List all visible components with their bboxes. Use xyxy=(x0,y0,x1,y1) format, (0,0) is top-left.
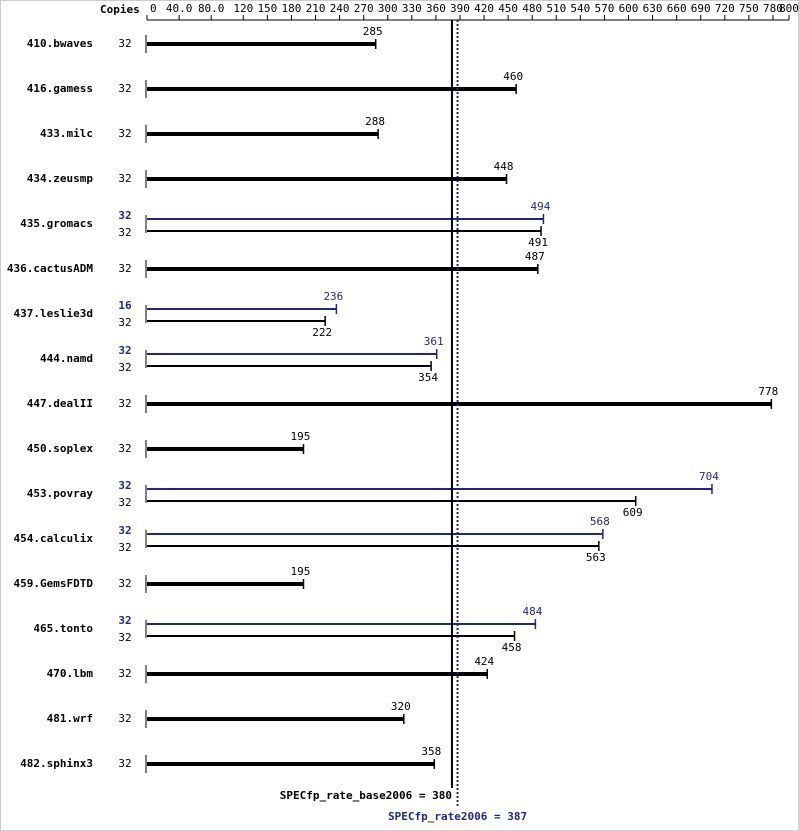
base-copies: 32 xyxy=(118,496,131,509)
x-tick-label: 660 xyxy=(667,2,687,15)
x-tick-label: 690 xyxy=(691,2,711,15)
peak-mean-label: SPECfp_rate2006 = 387 xyxy=(388,810,527,823)
x-tick-label: 630 xyxy=(643,2,663,15)
base-value-label: 320 xyxy=(391,700,411,713)
x-tick-label: 120 xyxy=(233,2,253,15)
benchmark-label: 447.dealII xyxy=(27,397,93,410)
x-tick-label: 420 xyxy=(474,2,494,15)
base-value-label: 285 xyxy=(363,25,383,38)
base-value-label: 778 xyxy=(758,385,778,398)
base-copies: 32 xyxy=(118,667,131,680)
peak-value-label: 568 xyxy=(590,515,610,528)
base-value-label: 563 xyxy=(586,551,606,564)
peak-copies: 32 xyxy=(118,524,131,537)
x-tick-label: 570 xyxy=(594,2,614,15)
benchmark-label: 454.calculix xyxy=(14,532,94,545)
peak-value-label: 494 xyxy=(530,200,550,213)
base-value-label: 222 xyxy=(312,326,332,339)
base-copies: 32 xyxy=(118,397,131,410)
x-tick-label: 750 xyxy=(739,2,759,15)
benchmark-label: 436.cactusADM xyxy=(7,262,93,275)
peak-value-label: 704 xyxy=(699,470,719,483)
base-value-label: 487 xyxy=(525,250,545,263)
benchmark-label: 450.soplex xyxy=(27,442,94,455)
base-value-label: 288 xyxy=(365,115,385,128)
benchmark-label: 481.wrf xyxy=(47,712,93,725)
x-tick-label: 210 xyxy=(306,2,326,15)
benchmark-label: 453.povray xyxy=(27,487,94,500)
x-tick-label: 360 xyxy=(426,2,446,15)
base-copies: 32 xyxy=(118,82,131,95)
base-value-label: 609 xyxy=(623,506,643,519)
x-tick-label: 80.0 xyxy=(198,2,225,15)
x-tick-label: 270 xyxy=(354,2,374,15)
peak-copies: 32 xyxy=(118,344,131,357)
copies-header: Copies xyxy=(100,3,140,16)
base-value-label: 448 xyxy=(494,160,514,173)
x-tick-label: 0 xyxy=(150,2,157,15)
peak-copies: 32 xyxy=(118,479,131,492)
benchmark-label: 437.leslie3d xyxy=(14,307,93,320)
x-tick-label: 600 xyxy=(619,2,639,15)
base-copies: 32 xyxy=(118,127,131,140)
base-copies: 32 xyxy=(118,172,131,185)
base-copies: 32 xyxy=(118,442,131,455)
base-value-label: 491 xyxy=(528,236,548,249)
peak-copies: 32 xyxy=(118,209,131,222)
base-copies: 32 xyxy=(118,37,131,50)
base-value-label: 458 xyxy=(502,641,522,654)
x-tick-label: 390 xyxy=(450,2,470,15)
peak-value-label: 361 xyxy=(424,335,444,348)
x-tick-label: 330 xyxy=(402,2,422,15)
x-tick-label: 180 xyxy=(282,2,302,15)
x-tick-label: 300 xyxy=(378,2,398,15)
base-value-label: 460 xyxy=(503,70,523,83)
benchmark-label: 459.GemsFDTD xyxy=(14,577,94,590)
benchmark-label: 465.tonto xyxy=(33,622,93,635)
base-copies: 32 xyxy=(118,226,131,239)
base-value-label: 358 xyxy=(421,745,441,758)
benchmark-label: 435.gromacs xyxy=(20,217,93,230)
peak-copies: 32 xyxy=(118,614,131,627)
base-mean-label: SPECfp_rate_base2006 = 380 xyxy=(280,789,452,802)
benchmark-label: 470.lbm xyxy=(47,667,94,680)
x-tick-label: 40.0 xyxy=(166,2,193,15)
x-tick-label: 800 xyxy=(779,2,799,15)
base-copies: 32 xyxy=(118,712,131,725)
benchmark-label: 434.zeusmp xyxy=(27,172,94,185)
x-tick-label: 540 xyxy=(570,2,590,15)
x-tick-label: 720 xyxy=(715,2,735,15)
base-copies: 32 xyxy=(118,757,131,770)
base-copies: 32 xyxy=(118,262,131,275)
base-copies: 32 xyxy=(118,361,131,374)
x-tick-label: 780 xyxy=(763,2,783,15)
x-tick-label: 480 xyxy=(522,2,542,15)
peak-copies: 16 xyxy=(118,299,132,312)
peak-value-label: 484 xyxy=(522,605,542,618)
base-value-label: 354 xyxy=(418,371,438,384)
base-value-label: 195 xyxy=(291,565,311,578)
x-tick-label: 150 xyxy=(257,2,277,15)
peak-value-label: 236 xyxy=(323,290,343,303)
benchmark-label: 444.namd xyxy=(40,352,93,365)
base-copies: 32 xyxy=(118,541,131,554)
base-value-label: 424 xyxy=(474,655,494,668)
benchmark-label: 433.milc xyxy=(40,127,93,140)
benchmark-label: 416.gamess xyxy=(27,82,93,95)
benchmark-label: 410.bwaves xyxy=(27,37,93,50)
base-value-label: 195 xyxy=(291,430,311,443)
benchmark-label: 482.sphinx3 xyxy=(20,757,93,770)
x-tick-label: 240 xyxy=(330,2,350,15)
base-copies: 32 xyxy=(118,316,131,329)
base-copies: 32 xyxy=(118,577,131,590)
x-tick-label: 510 xyxy=(546,2,566,15)
x-tick-label: 450 xyxy=(498,2,518,15)
base-copies: 32 xyxy=(118,631,131,644)
